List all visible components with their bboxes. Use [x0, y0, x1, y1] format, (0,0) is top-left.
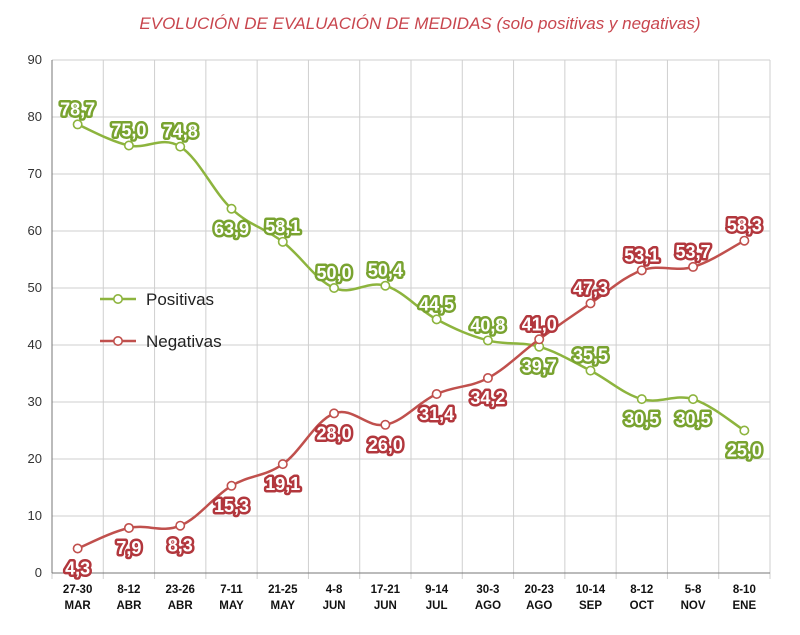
data-point-positivas — [688, 394, 699, 405]
data-label-negativas: 28,0 — [317, 423, 352, 443]
data-point-negativas — [585, 298, 596, 309]
data-label-negativas: 34,2 — [470, 388, 505, 408]
legend-label-positivas: Positivas — [146, 290, 214, 309]
data-point-negativas — [380, 419, 391, 430]
data-point-positivas — [226, 203, 237, 214]
x-tick-label: 27-30 MAR — [63, 584, 92, 612]
data-label-positivas: 63,9 — [214, 219, 249, 239]
data-point-negativas — [226, 480, 237, 491]
x-tick-label: 20-23 AGO — [525, 584, 554, 612]
data-point-negativas — [688, 261, 699, 272]
data-label-negativas: 53,1 — [624, 245, 659, 265]
data-point-negativas — [534, 334, 545, 345]
x-tick-label: 9-14 JUL — [425, 584, 449, 612]
data-point-positivas — [277, 236, 288, 247]
data-label-positivas: 30,5 — [624, 409, 659, 429]
data-point-negativas — [431, 389, 442, 400]
data-label-positivas: 40,8 — [470, 315, 505, 335]
data-point-positivas — [585, 365, 596, 376]
series-line-negativas — [77, 239, 745, 550]
legend-marker-negativas — [113, 335, 124, 346]
y-tick-label: 30 — [28, 394, 42, 409]
x-tick-label: 10-14 SEP — [576, 584, 606, 612]
x-tick-label: 30-3 AGO — [475, 584, 501, 612]
y-tick-label: 70 — [28, 166, 42, 181]
data-label-negativas: 7,9 — [116, 538, 141, 558]
data-label-negativas: 58,3 — [727, 216, 762, 236]
data-label-negativas: 31,4 — [419, 404, 454, 424]
data-point-positivas — [431, 314, 442, 325]
data-label-negativas: 53,7 — [676, 242, 711, 262]
x-tick-label: 4-8 JUN — [323, 584, 346, 612]
data-point-negativas — [739, 235, 750, 246]
data-label-negativas: 41,0 — [522, 314, 557, 334]
data-point-positivas — [123, 140, 134, 151]
data-label-positivas: 30,5 — [676, 409, 711, 429]
y-tick-label: 10 — [28, 508, 42, 523]
data-label-negativas: 15,3 — [214, 496, 249, 516]
data-label-positivas: 75,0 — [111, 121, 146, 141]
x-tick-label: 7-11 MAY — [219, 584, 244, 612]
x-tick-label: 23-26 ABR — [166, 584, 195, 612]
data-point-negativas — [482, 373, 493, 384]
data-label-positivas: 50,4 — [368, 261, 403, 281]
data-label-positivas: 74,8 — [163, 122, 198, 142]
data-point-positivas — [636, 394, 647, 405]
x-tick-label: 8-12 ABR — [116, 584, 142, 612]
y-tick-label: 20 — [28, 451, 42, 466]
y-tick-label: 90 — [28, 52, 42, 67]
data-point-negativas — [277, 459, 288, 470]
x-tick-label: 8-12 OCT — [630, 584, 654, 612]
x-tick-label: 21-25 MAY — [268, 584, 298, 612]
data-label-negativas: 47,3 — [573, 278, 608, 298]
x-tick-label: 17-21 JUN — [371, 584, 401, 612]
y-tick-label: 80 — [28, 109, 42, 124]
y-tick-label: 0 — [35, 565, 42, 580]
data-point-positivas — [380, 280, 391, 291]
y-tick-label: 40 — [28, 337, 42, 352]
data-point-negativas — [175, 520, 186, 531]
data-label-negativas: 26,0 — [368, 435, 403, 455]
y-tick-label: 50 — [28, 280, 42, 295]
x-tick-label: 5-8 NOV — [681, 584, 706, 612]
legend-marker-positivas — [113, 293, 124, 304]
data-point-positivas — [329, 282, 340, 293]
chart-title: EVOLUCIÓN DE EVALUACIÓN DE MEDIDAS (solo… — [139, 14, 701, 33]
data-point-negativas — [329, 408, 340, 419]
data-label-negativas: 8,3 — [168, 536, 193, 556]
data-point-positivas — [72, 119, 83, 130]
data-point-negativas — [72, 543, 83, 554]
data-point-positivas — [482, 335, 493, 346]
data-point-negativas — [123, 522, 134, 533]
y-tick-label: 60 — [28, 223, 42, 238]
data-label-negativas: 4,3 — [65, 558, 90, 578]
data-label-positivas: 35,5 — [573, 346, 608, 366]
data-label-positivas: 58,1 — [265, 217, 300, 237]
data-label-positivas: 78,7 — [60, 99, 95, 119]
data-label-positivas: 44,5 — [419, 294, 454, 314]
data-point-positivas — [175, 141, 186, 152]
series-line-positivas — [77, 123, 746, 432]
legend-label-negativas: Negativas — [146, 332, 222, 351]
data-label-negativas: 19,1 — [265, 474, 300, 494]
data-label-positivas: 50,0 — [317, 263, 352, 283]
data-point-positivas — [739, 425, 750, 436]
data-point-negativas — [636, 265, 647, 276]
data-label-positivas: 25,0 — [727, 441, 762, 461]
x-tick-label: 8-10 ENE — [733, 584, 757, 612]
data-label-positivas: 39,7 — [522, 357, 557, 377]
